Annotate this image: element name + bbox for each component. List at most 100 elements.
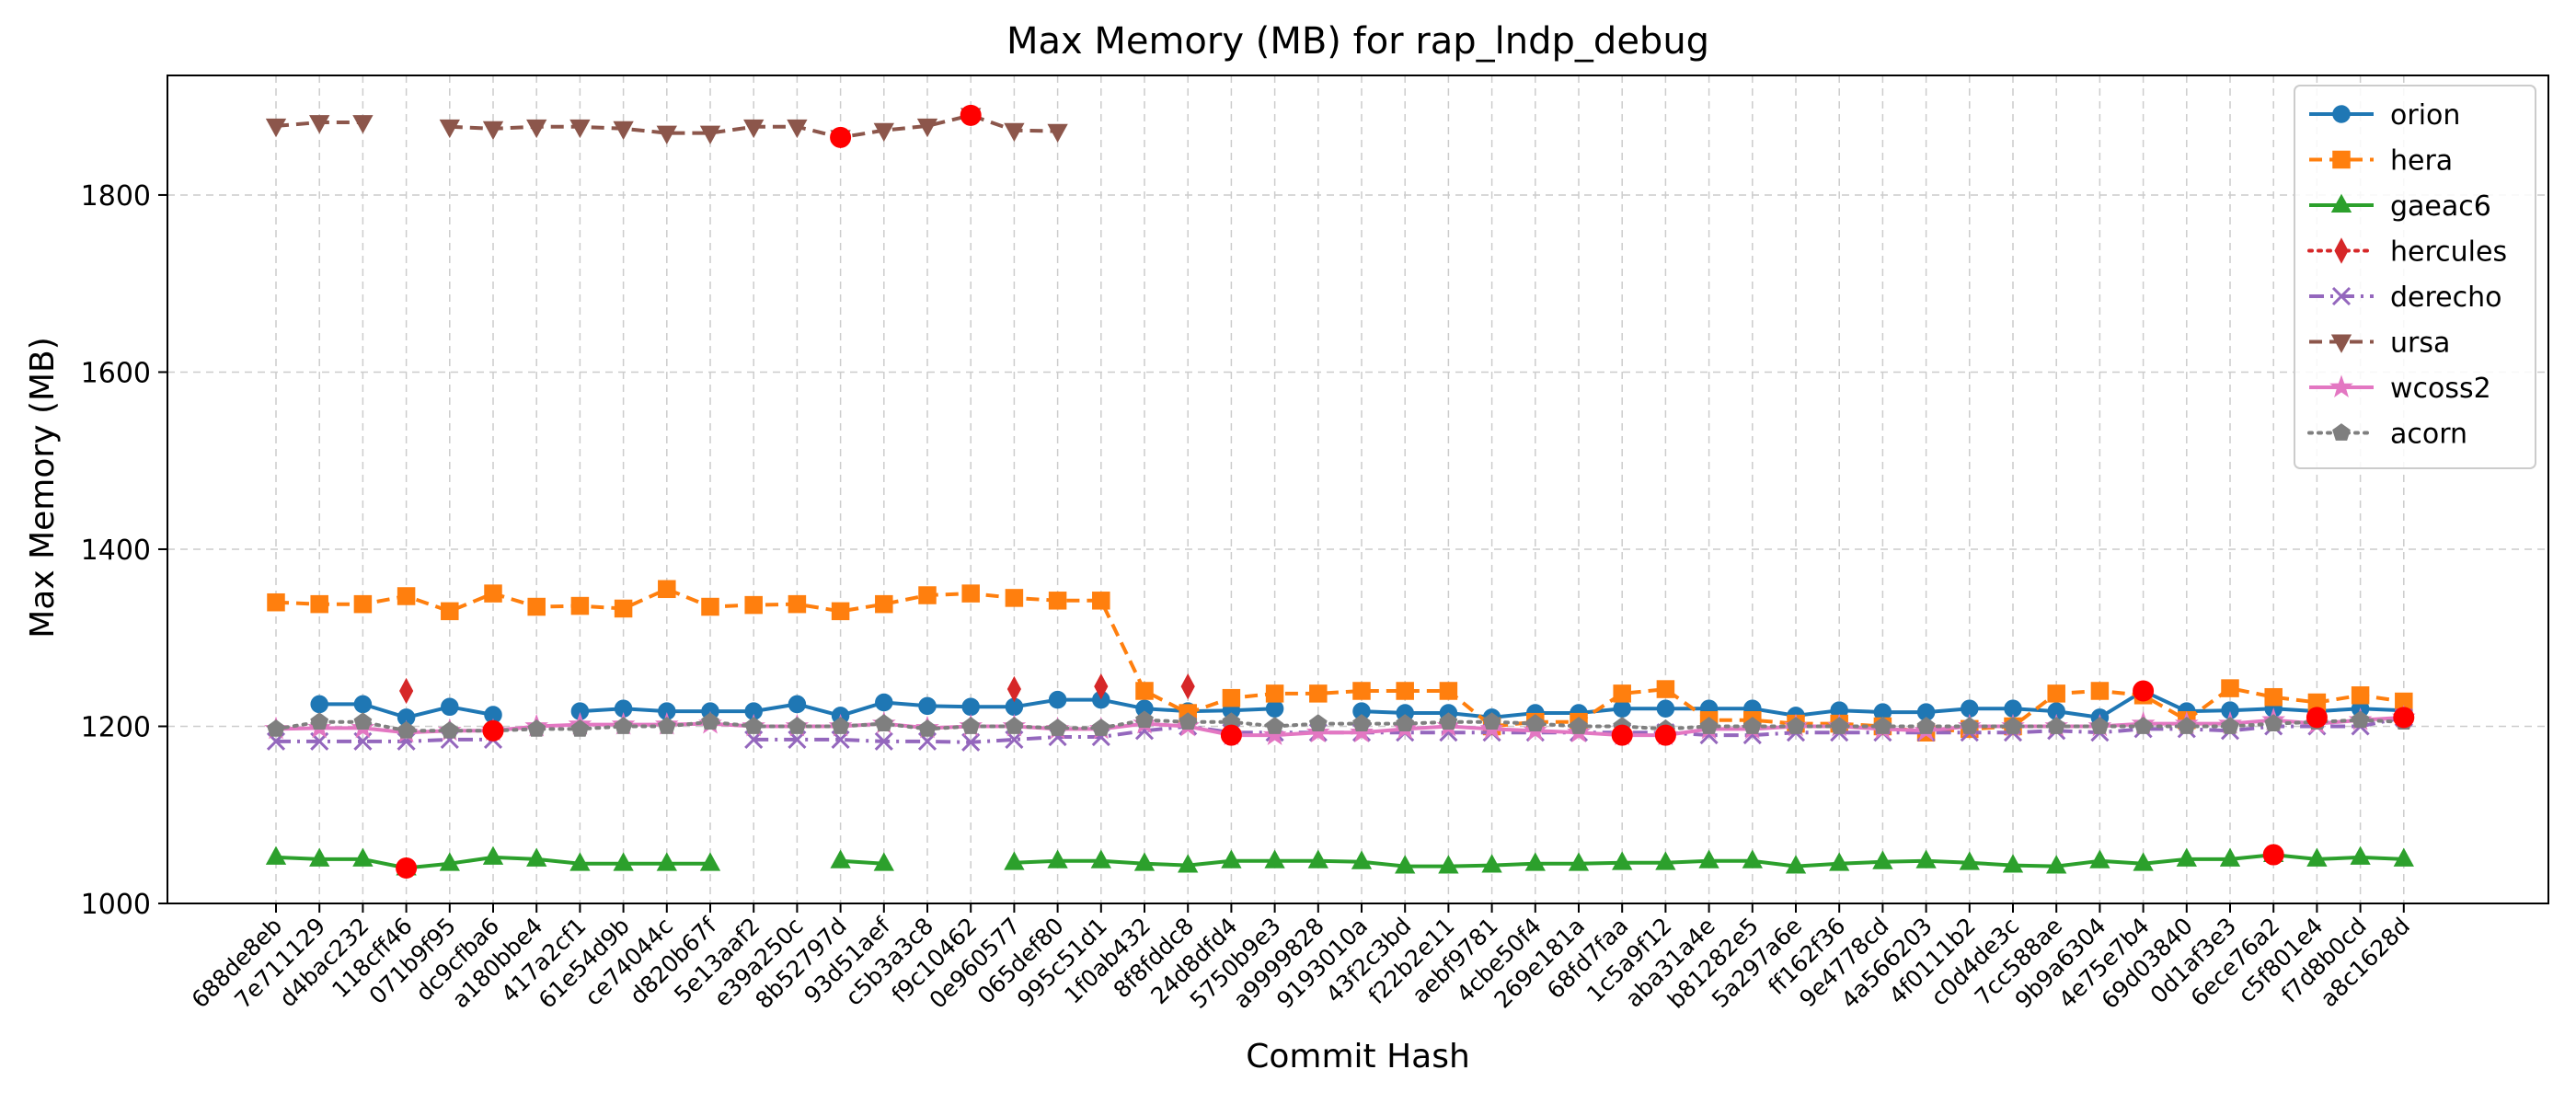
data-point-orion: [441, 697, 459, 717]
data-point-gaeac6: [1481, 854, 1502, 873]
data-point-ursa: [439, 119, 460, 139]
data-point-derecho: [961, 732, 981, 752]
data-point-gaeac6: [873, 852, 894, 871]
data-point-acorn: [1091, 719, 1110, 736]
y-tick-label: 1200: [81, 711, 151, 743]
y-axis-ticks: 1000 1200 1400 1600 1800: [81, 180, 167, 921]
x-axis-label: Commit Hash: [1246, 1038, 1470, 1075]
data-point-acorn: [1830, 717, 1849, 734]
data-point-ursa: [743, 119, 765, 139]
data-point-acorn: [2090, 717, 2110, 734]
data-point-hera: [527, 597, 546, 616]
data-point-acorn: [1439, 712, 1458, 730]
highlight-point: [1611, 724, 1633, 746]
data-point-gaeac6: [309, 847, 330, 867]
data-point-hera: [2047, 684, 2065, 703]
data-point-acorn: [1787, 717, 1805, 734]
data-point-gaeac6: [613, 852, 634, 871]
data-point-hera: [397, 587, 416, 605]
y-axis-label: Max Memory (MB): [24, 337, 62, 638]
y-tick-label: 1600: [81, 357, 151, 389]
legend-marker-hercules: [2334, 237, 2349, 264]
data-point-hera: [1309, 684, 1328, 703]
data-point-hera: [484, 584, 502, 603]
data-point-ursa: [1047, 123, 1068, 143]
data-point-acorn: [874, 714, 893, 731]
data-point-gaeac6: [656, 852, 677, 871]
data-point-gaeac6: [1307, 849, 1328, 868]
data-point-gaeac6: [569, 852, 591, 871]
data-point-hera: [831, 602, 850, 621]
data-point-hera: [701, 597, 719, 616]
data-point-hera: [310, 594, 328, 614]
data-point-gaeac6: [1612, 851, 1633, 870]
data-point-acorn: [1179, 712, 1198, 730]
legend-marker-orion: [2332, 105, 2351, 123]
data-point-wcoss2: [1305, 719, 1330, 743]
data-point-acorn: [1570, 717, 1588, 734]
legend-box: [2294, 85, 2536, 469]
highlight-point: [2306, 707, 2328, 729]
highlight-point: [2133, 680, 2155, 702]
data-point-orion: [918, 696, 937, 716]
data-point-acorn: [2004, 717, 2022, 734]
data-point-acorn: [2047, 717, 2066, 734]
data-point-hercules: [1006, 675, 1022, 703]
data-point-acorn: [701, 712, 719, 730]
data-point-hera: [1092, 592, 1110, 610]
legend-label-derecho: derecho: [2390, 282, 2502, 314]
data-point-gaeac6: [2133, 852, 2154, 871]
data-point-hera: [1265, 684, 1284, 703]
highlight-point: [830, 126, 852, 148]
data-point-ursa: [265, 118, 287, 138]
plot-frame: [167, 75, 2549, 904]
data-point-acorn: [1960, 717, 1979, 734]
highlight-point: [2262, 844, 2284, 866]
y-tick-label: 1800: [81, 180, 151, 213]
legend-marker-gaeac6: [2330, 193, 2352, 213]
highlight-point: [960, 104, 982, 126]
data-point-orion: [961, 697, 980, 717]
legend-label-acorn: acorn: [2390, 419, 2467, 451]
data-point-hera: [614, 599, 633, 618]
highlight-point: [1654, 724, 1676, 746]
data-point-hera: [1656, 680, 1675, 698]
data-point-orion: [1048, 690, 1067, 709]
data-point-acorn: [788, 717, 807, 734]
legend-label-hercules: hercules: [2390, 236, 2507, 269]
y-tick-label: 1000: [81, 889, 151, 921]
data-point-acorn: [1873, 717, 1892, 734]
data-point-gaeac6: [2306, 847, 2328, 867]
data-point-hera: [570, 596, 590, 615]
data-point-acorn: [2264, 714, 2283, 731]
highlight-point: [1220, 724, 1242, 746]
legend-label-gaeac6: gaeac6: [2390, 190, 2491, 223]
data-point-acorn: [397, 720, 416, 739]
legend-marker-hera: [2332, 150, 2351, 169]
data-point-acorn: [570, 719, 590, 737]
legend-label-orion: orion: [2390, 99, 2460, 132]
data-point-hera: [1005, 589, 1024, 607]
data-point-hera: [1222, 688, 1241, 707]
data-point-hera: [744, 595, 763, 615]
data-point-gaeac6: [1524, 852, 1546, 871]
data-point-ursa: [613, 121, 634, 141]
data-point-acorn: [1048, 719, 1067, 736]
data-point-hera: [2264, 687, 2283, 707]
data-point-wcoss2: [1262, 722, 1287, 746]
data-point-gaeac6: [1090, 849, 1111, 868]
legend-marker-ursa: [2330, 334, 2352, 353]
data-point-gaeac6: [352, 847, 374, 867]
data-point-hera: [2351, 686, 2370, 705]
data-point-gaeac6: [1395, 855, 1416, 874]
data-point-gaeac6: [1004, 851, 1025, 870]
legend-label-ursa: ursa: [2390, 328, 2450, 360]
data-point-orion: [310, 695, 328, 714]
data-point-gaeac6: [2219, 847, 2241, 867]
data-point-acorn: [961, 717, 981, 734]
data-point-acorn: [1265, 717, 1284, 734]
data-point-acorn: [1352, 714, 1371, 731]
highlight-group: [396, 104, 2415, 879]
data-point-orion: [875, 693, 893, 712]
data-point-hera: [2221, 679, 2239, 697]
